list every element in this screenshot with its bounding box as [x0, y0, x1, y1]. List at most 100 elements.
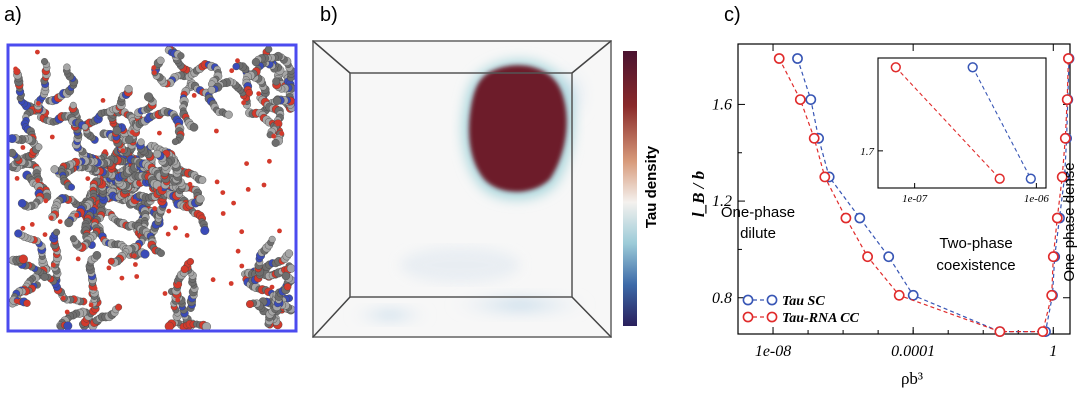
ion — [245, 187, 251, 192]
ion — [239, 229, 245, 235]
data-point — [994, 326, 1006, 337]
data-point — [1037, 326, 1049, 337]
ion — [241, 100, 247, 106]
legend-marker — [742, 294, 754, 306]
bead — [189, 123, 199, 132]
ion — [42, 232, 48, 238]
bead — [186, 258, 195, 266]
ion — [277, 228, 282, 234]
data-point — [1056, 171, 1068, 183]
bead — [14, 229, 23, 238]
data-point — [792, 53, 803, 64]
ion — [92, 286, 98, 291]
bead — [157, 249, 165, 257]
ion — [166, 208, 172, 214]
ion — [102, 149, 108, 154]
bead — [92, 250, 102, 260]
bead — [271, 138, 280, 147]
legend: Tau SC Tau-RNA CC — [742, 294, 860, 326]
ion — [244, 161, 250, 166]
panel-c-label: c) — [724, 4, 741, 26]
bead — [171, 138, 179, 146]
bead — [284, 249, 294, 258]
ion — [229, 68, 235, 74]
ion — [74, 212, 80, 218]
bead — [140, 249, 150, 259]
ion — [85, 176, 91, 182]
ion — [175, 297, 181, 303]
bead — [23, 299, 31, 307]
ion — [152, 206, 158, 211]
bead — [251, 58, 261, 67]
ion — [20, 145, 26, 150]
bead — [195, 194, 205, 204]
bead — [69, 235, 77, 243]
ion — [157, 130, 162, 136]
legend-marker — [766, 294, 778, 306]
bead — [180, 265, 189, 274]
x-tick-label: 1e-08 — [755, 343, 791, 360]
inset-chart: 1e-07 1e-06 1.7 — [860, 57, 1050, 205]
bead — [245, 300, 254, 309]
x-tick-label: 0.0001 — [891, 343, 935, 360]
data-point — [893, 289, 905, 301]
data-point — [773, 53, 785, 64]
y-tick-label: 1.6 — [712, 96, 732, 113]
data-point — [840, 212, 852, 224]
legend-marker — [766, 311, 778, 323]
inset-data-point — [890, 62, 901, 73]
panel-b-label: b) — [320, 4, 338, 26]
bead — [272, 96, 282, 105]
ion — [187, 181, 193, 187]
legend-marker — [742, 311, 754, 323]
ion — [136, 181, 142, 187]
bead — [53, 228, 61, 236]
bead — [245, 89, 254, 97]
tau-droplet-core — [469, 65, 567, 192]
ion — [271, 133, 277, 139]
data-point — [1051, 212, 1063, 224]
density-haze — [400, 247, 520, 283]
bead — [272, 77, 281, 86]
bead — [50, 165, 59, 174]
ion — [214, 179, 220, 185]
data-point — [1059, 132, 1071, 144]
inset-x-tick-label: 1e-06 — [1024, 193, 1050, 205]
ion — [13, 66, 18, 72]
bead — [115, 303, 123, 311]
plot-frame — [737, 43, 1071, 335]
data-point — [1047, 251, 1059, 263]
ion — [235, 248, 241, 254]
ion — [43, 198, 49, 204]
ion — [184, 233, 190, 238]
legend-label: Tau SC — [782, 294, 825, 309]
inset-frame — [877, 57, 1047, 189]
inset-data-point — [1025, 173, 1036, 184]
y-tick-label: 0.8 — [712, 290, 732, 307]
ion — [119, 275, 125, 281]
inset-x-tick-label: 1e-07 — [902, 193, 928, 205]
bead — [67, 183, 75, 191]
bead — [69, 101, 77, 109]
data-point — [805, 94, 817, 105]
bead — [81, 123, 89, 131]
inset-data-point — [994, 173, 1005, 184]
inset-data-point — [967, 62, 978, 73]
data-point — [1046, 289, 1058, 301]
bead — [144, 92, 154, 102]
ion — [88, 302, 94, 308]
ion — [133, 262, 138, 267]
ion — [132, 199, 138, 205]
ion — [64, 309, 70, 315]
ion — [191, 93, 197, 98]
series-tau-rna-cc — [773, 53, 1074, 337]
data-point — [808, 132, 820, 144]
data-point — [794, 94, 806, 105]
ion — [48, 215, 54, 221]
ion — [256, 91, 262, 96]
y-tick-label: 1.2 — [712, 193, 732, 210]
ion — [267, 158, 272, 164]
annotation-dilute-1: One-phase — [721, 204, 795, 221]
bead — [137, 138, 145, 146]
annotation-coexistence-2: coexistence — [936, 257, 1015, 274]
